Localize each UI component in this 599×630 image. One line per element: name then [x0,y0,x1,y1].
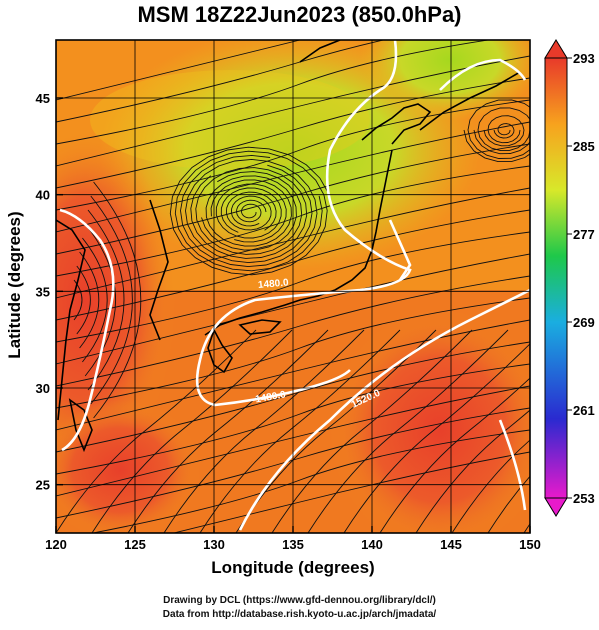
streamline [56,363,530,475]
contour-label: 1480.0 [255,389,287,405]
streamline [79,251,100,349]
colorbar-tick-label: 293 [573,51,595,66]
y-tick-label: 40 [36,188,50,203]
contour-west [59,208,115,452]
streamline [236,199,267,223]
streamline [56,329,257,533]
lat-lon-grid [56,40,530,533]
x-axis-label: Longitude (degrees) [211,558,375,577]
colorbar: 293 285 277 269 261 253 [544,39,595,517]
streamline [163,329,365,533]
x-tick-label: 130 [203,537,225,552]
streamline [201,175,297,251]
colorbar-tick-label: 253 [573,491,595,506]
korea-coast [149,199,169,341]
y-tick-label: 25 [36,478,50,493]
x-tick-label: 150 [519,537,541,552]
contour-sea [388,219,412,281]
x-tick-label: 145 [440,537,462,552]
streamline [225,191,277,231]
streamline [87,209,125,391]
colorbar-ticks: 293 285 277 269 261 253 [567,51,595,506]
sakhalin-coast [299,40,341,63]
streamline [56,165,530,277]
streamline [56,253,530,365]
shikoku-coast [238,319,282,335]
streamline [487,475,530,533]
y-axis-label: Latitude (degrees) [5,211,24,359]
streamline [56,231,530,343]
height-contours [59,40,530,531]
streamline [56,55,530,167]
colorbar-tick-label: 269 [573,315,595,330]
y-tick-label: 35 [36,284,50,299]
triangle-up-icon [544,39,568,59]
streamline [56,319,530,431]
streamline [90,429,530,533]
x-tick-label: 125 [124,537,146,552]
streamline [76,265,91,335]
streamline [493,123,515,139]
axis-ticks: 120 125 130 135 140 145 150 25 30 35 40 45 [36,91,541,552]
triangle-down-icon [544,497,568,517]
streamline [451,439,530,533]
y-tick-label: 30 [36,381,50,396]
hokkaido-coast [361,103,432,145]
contour-central [195,40,412,407]
colorbar-tick-label: 285 [573,139,595,154]
streamlines [56,40,530,533]
streamline [90,195,133,405]
colorbar-gradient [544,57,568,499]
contour-northeast [439,58,527,91]
honshu-coast [204,149,393,336]
streamline [56,143,530,255]
credit-drawing: Drawing by DCL (https://www.gfd-dennou.o… [163,595,436,606]
streamline [84,223,117,377]
streamline [56,40,302,101]
streamline [473,107,530,155]
chart-title: MSM 18Z22Jun2023 (850.0hPa) [137,2,462,27]
streamline [56,77,530,189]
streamline [307,329,509,533]
x-tick-label: 140 [361,537,383,552]
credit-data: Data from http://database.rish.kyoto-u.a… [162,609,437,620]
streamline [127,329,329,533]
china-coast [56,219,86,421]
y-tick-label: 45 [36,91,50,106]
streamline [56,187,530,299]
streamline [235,329,437,533]
streamline [82,237,108,363]
streamline [56,209,530,321]
streamline [56,407,530,519]
x-tick-label: 120 [45,537,67,552]
taiwan-coast [68,398,93,453]
colorbar-tick-label: 261 [573,403,595,418]
streamline [343,343,530,533]
streamline [271,329,473,533]
contour-east-edge [498,419,527,511]
streamline [415,409,530,533]
streamline [463,99,530,163]
contour-label: 1480.0 [258,277,290,291]
coastlines [56,40,521,453]
streamline [56,121,530,233]
x-tick-label: 135 [282,537,304,552]
streamline [199,329,401,533]
contour-southeast [238,288,530,531]
streamline [56,297,530,409]
streamline [56,40,492,145]
streamline [91,329,293,533]
streamline [56,275,530,387]
streamline [379,377,530,533]
colorbar-tick-label: 277 [573,227,595,242]
temperature-field [56,40,530,533]
streamline [483,115,525,147]
streamline [173,451,530,533]
kyushu-coast [207,327,233,374]
